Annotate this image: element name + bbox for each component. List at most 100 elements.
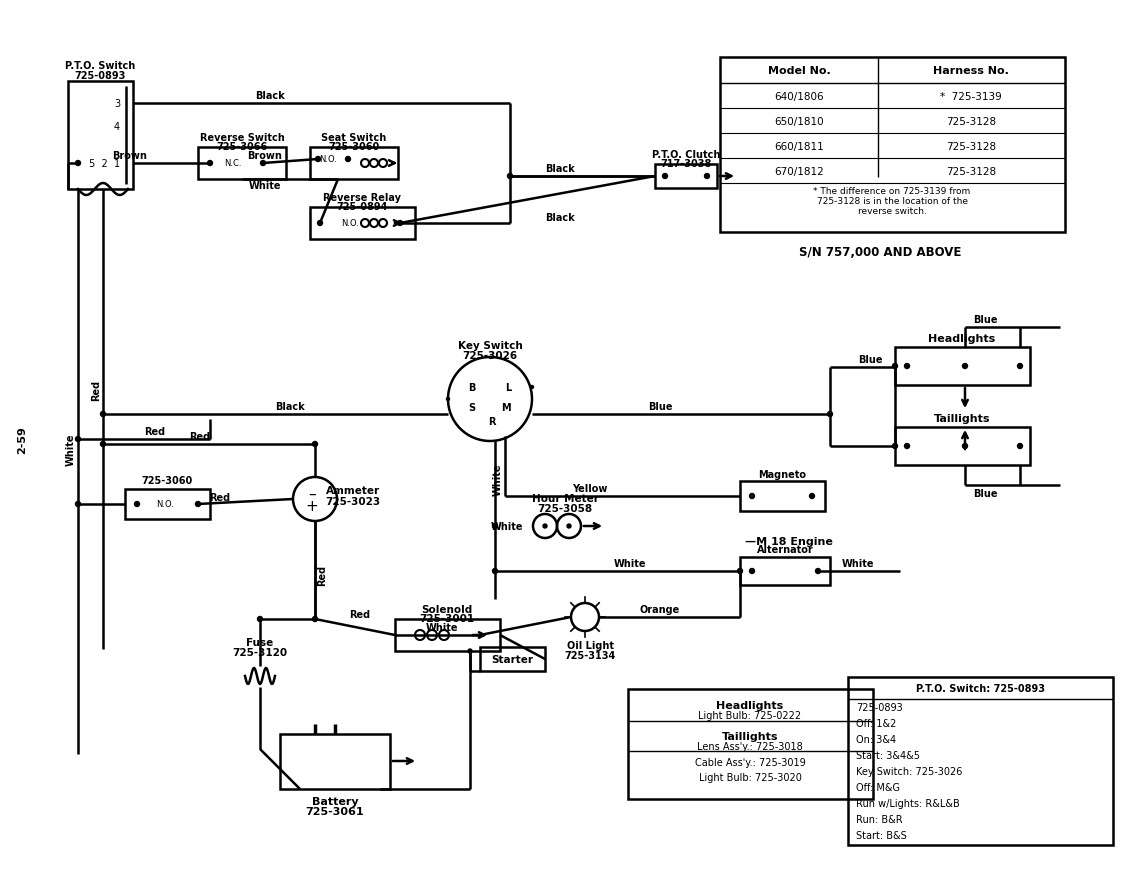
Text: 3: 3 [113, 99, 120, 109]
Text: Red: Red [190, 431, 211, 441]
Text: Reverse Switch: Reverse Switch [200, 132, 284, 143]
Circle shape [544, 524, 547, 529]
Circle shape [493, 524, 497, 529]
Text: Fuse: Fuse [246, 638, 274, 647]
Text: Hour Meter: Hour Meter [531, 494, 599, 503]
Text: Blue: Blue [858, 354, 883, 365]
Text: Headlights: Headlights [716, 700, 784, 710]
Text: P.T.O. Clutch: P.T.O. Clutch [651, 150, 720, 160]
Circle shape [346, 157, 350, 162]
Text: White: White [426, 623, 458, 632]
Text: Model No.: Model No. [768, 66, 830, 76]
Circle shape [738, 569, 742, 574]
Text: *  725-3139: * 725-3139 [940, 92, 1002, 102]
Bar [198, 148, 286, 180]
Text: 725-3120: 725-3120 [232, 647, 287, 657]
Text: Key Switch: 725-3026: Key Switch: 725-3026 [856, 766, 962, 776]
Bar [628, 689, 873, 799]
Circle shape [810, 494, 814, 499]
Circle shape [904, 444, 910, 449]
Bar [740, 558, 830, 585]
Text: R: R [489, 417, 495, 426]
Text: Start: 3&4&5: Start: 3&4&5 [856, 750, 920, 760]
Text: N.O.: N.O. [341, 219, 359, 228]
Text: Ammeter: Ammeter [326, 486, 380, 496]
Text: 725-3001: 725-3001 [419, 613, 475, 624]
Text: 725-3128: 725-3128 [946, 167, 996, 177]
Text: 660/1811: 660/1811 [774, 142, 824, 152]
Text: reverse switch.: reverse switch. [858, 207, 926, 217]
Circle shape [749, 569, 755, 574]
Text: 650/1810: 650/1810 [774, 117, 824, 127]
Bar [848, 677, 1113, 845]
Circle shape [893, 444, 897, 449]
Text: 725-3058: 725-3058 [538, 503, 593, 513]
Text: Blue: Blue [973, 315, 997, 324]
Text: 725-3128: 725-3128 [946, 117, 996, 127]
Text: Brown: Brown [112, 151, 147, 160]
Bar [395, 619, 500, 652]
Text: Brown: Brown [247, 151, 283, 160]
Text: Light Bulb: 725-0222: Light Bulb: 725-0222 [699, 710, 802, 720]
Text: White: White [842, 559, 874, 568]
Text: Taillights: Taillights [933, 414, 990, 424]
Text: 725-3023: 725-3023 [326, 496, 381, 506]
Circle shape [904, 364, 910, 369]
Text: 725-3026: 725-3026 [463, 351, 518, 360]
Bar [125, 489, 210, 519]
Text: Headlights: Headlights [929, 333, 996, 344]
Circle shape [208, 161, 212, 167]
Text: Red: Red [145, 426, 165, 437]
Text: Light Bulb: 725-3020: Light Bulb: 725-3020 [699, 772, 802, 782]
Text: White: White [493, 463, 503, 496]
Circle shape [447, 398, 449, 401]
Text: 717-3038: 717-3038 [660, 159, 712, 168]
Bar [280, 734, 390, 789]
Circle shape [75, 161, 81, 167]
Bar [895, 347, 1030, 386]
Circle shape [312, 617, 318, 622]
Circle shape [893, 364, 897, 369]
Circle shape [815, 569, 821, 574]
Text: L: L [505, 382, 511, 393]
Circle shape [316, 157, 320, 162]
Circle shape [1017, 364, 1023, 369]
Text: Red: Red [349, 610, 371, 619]
Text: —M 18 Engine: —M 18 Engine [745, 537, 833, 546]
Text: * The difference on 725-3139 from: * The difference on 725-3139 from [813, 188, 970, 196]
Text: Black: Black [545, 213, 575, 223]
Text: Starter: Starter [491, 654, 533, 664]
Text: Run: B&R: Run: B&R [856, 814, 903, 824]
Text: Harness No.: Harness No. [933, 66, 1008, 76]
Text: N.O.: N.O. [319, 155, 337, 164]
Text: P.T.O. Switch: P.T.O. Switch [65, 61, 135, 71]
Text: On: 3&4: On: 3&4 [856, 734, 896, 745]
Text: 640/1806: 640/1806 [774, 92, 824, 102]
Text: Solenold: Solenold [421, 604, 473, 614]
Text: S: S [468, 403, 475, 412]
Text: 725-3134: 725-3134 [565, 650, 615, 660]
Text: Lens Ass'y.: 725-3018: Lens Ass'y.: 725-3018 [697, 741, 803, 751]
Bar [310, 148, 398, 180]
Circle shape [828, 412, 832, 417]
Bar [720, 58, 1065, 232]
Text: 725-0894: 725-0894 [336, 202, 387, 211]
Text: 725-0893: 725-0893 [74, 71, 126, 81]
Text: 2-59: 2-59 [17, 425, 27, 453]
Circle shape [508, 175, 512, 179]
Circle shape [663, 175, 667, 179]
Circle shape [261, 161, 265, 167]
Text: Black: Black [275, 402, 304, 411]
Text: Magneto: Magneto [758, 469, 806, 480]
Text: 725-3060: 725-3060 [141, 475, 193, 486]
Circle shape [195, 502, 201, 507]
Bar [69, 82, 133, 189]
Text: Start: B&S: Start: B&S [856, 830, 906, 840]
Circle shape [257, 617, 263, 622]
Text: Key Switch: Key Switch [458, 340, 522, 351]
Circle shape [75, 502, 81, 507]
Text: Seat Switch: Seat Switch [321, 132, 386, 143]
Text: Taillights: Taillights [722, 731, 778, 741]
Text: Oil Light: Oil Light [566, 640, 613, 650]
Text: Black: Black [545, 164, 575, 174]
